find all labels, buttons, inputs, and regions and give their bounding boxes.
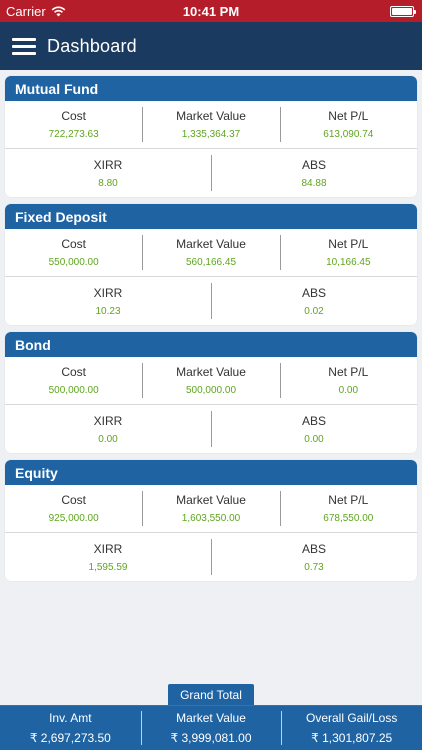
cost-cell: Cost 722,273.63 (5, 101, 142, 148)
section-title: Fixed Deposit (5, 204, 417, 229)
net-pl-label: Net P/L (328, 237, 369, 251)
market-value-cell: Market Value 1,335,364.37 (142, 101, 279, 148)
overall-gain-loss-cell: Overall Gail/Loss ₹ 1,301,807.25 (281, 706, 422, 750)
section-title: Mutual Fund (5, 76, 417, 101)
cost-cell: Cost 925,000.00 (5, 485, 142, 532)
net-pl-label: Net P/L (328, 365, 369, 379)
abs-cell: ABS 0.73 (211, 533, 417, 581)
grand-market-value-cell: Market Value ₹ 3,999,081.00 (140, 706, 282, 750)
grand-total-tab[interactable]: Grand Total (168, 684, 254, 705)
net-pl-cell: Net P/L 613,090.74 (279, 101, 417, 148)
market-value-value: 500,000.00 (185, 385, 237, 396)
abs-value: 84.88 (301, 177, 327, 189)
market-value-value: 560,166.45 (185, 257, 237, 268)
hamburger-menu-icon[interactable] (12, 37, 36, 55)
carrier-label: Carrier (6, 3, 46, 19)
xirr-label: XIRR (93, 157, 123, 172)
abs-cell: ABS 84.88 (211, 149, 417, 197)
cost-label: Cost (61, 365, 86, 379)
xirr-value: 0.00 (98, 433, 118, 445)
nav-bar: Dashboard (0, 22, 422, 70)
overall-gain-loss-value: ₹ 1,301,807.25 (311, 731, 393, 745)
section-title: Bond (5, 332, 417, 357)
net-pl-label: Net P/L (328, 493, 369, 507)
xirr-label: XIRR (93, 413, 123, 428)
section-card-equity[interactable]: Equity Cost 925,000.00 Market Value 1,60… (5, 460, 417, 581)
abs-value: 0.02 (304, 305, 324, 317)
market-value-cell: Market Value 1,603,550.00 (142, 485, 279, 532)
xirr-cell: XIRR 0.00 (5, 405, 211, 453)
cost-cell: Cost 550,000.00 (5, 229, 142, 276)
net-pl-value: 678,550.00 (323, 513, 374, 524)
xirr-cell: XIRR 8.80 (5, 149, 211, 197)
cost-value: 500,000.00 (48, 385, 99, 396)
cost-value: 925,000.00 (48, 513, 99, 524)
net-pl-value: 0.00 (338, 385, 359, 396)
grand-market-value-label: Market Value (176, 711, 246, 725)
cost-value: 550,000.00 (48, 257, 99, 268)
abs-label: ABS (301, 541, 326, 556)
xirr-label: XIRR (93, 541, 123, 556)
abs-cell: ABS 0.00 (211, 405, 417, 453)
battery-icon (390, 5, 416, 17)
grand-total-panel: Grand Total Inv. Amt ₹ 2,697,273.50 Mark… (0, 684, 422, 750)
market-value-label: Market Value (176, 237, 246, 251)
net-pl-cell: Net P/L 0.00 (279, 357, 417, 404)
xirr-label: XIRR (93, 285, 123, 300)
net-pl-value: 10,166.45 (326, 257, 371, 268)
cost-value: 722,273.63 (48, 129, 99, 140)
net-pl-cell: Net P/L 10,166.45 (279, 229, 417, 276)
xirr-value: 10.23 (95, 305, 121, 317)
net-pl-label: Net P/L (328, 109, 369, 123)
inv-amt-value: ₹ 2,697,273.50 (29, 731, 111, 745)
wifi-icon (51, 6, 66, 16)
xirr-value: 8.80 (98, 177, 118, 189)
abs-value: 0.73 (304, 561, 324, 573)
dashboard-content: Mutual Fund Cost 722,273.63 Market Value… (0, 70, 422, 581)
abs-label: ABS (301, 413, 326, 428)
market-value-cell: Market Value 560,166.45 (142, 229, 279, 276)
section-title: Equity (5, 460, 417, 485)
section-card-fixed-deposit[interactable]: Fixed Deposit Cost 550,000.00 Market Val… (5, 204, 417, 325)
market-value-value: 1,335,364.37 (181, 129, 241, 140)
xirr-cell: XIRR 10.23 (5, 277, 211, 325)
cost-label: Cost (61, 493, 86, 507)
market-value-label: Market Value (176, 493, 246, 507)
cost-label: Cost (61, 237, 86, 251)
cost-cell: Cost 500,000.00 (5, 357, 142, 404)
market-value-label: Market Value (176, 365, 246, 379)
abs-label: ABS (301, 157, 326, 172)
page-title: Dashboard (47, 35, 137, 56)
status-bar: Carrier 10:41 PM (0, 0, 422, 22)
inv-amt-label: Inv. Amt (49, 711, 92, 725)
market-value-label: Market Value (176, 109, 246, 123)
grand-total-bar: Inv. Amt ₹ 2,697,273.50 Market Value ₹ 3… (0, 705, 422, 750)
market-value-value: 1,603,550.00 (181, 513, 241, 524)
grand-market-value-value: ₹ 3,999,081.00 (170, 731, 252, 745)
net-pl-value: 613,090.74 (323, 129, 374, 140)
overall-gain-loss-label: Overall Gail/Loss (305, 711, 398, 725)
abs-label: ABS (301, 285, 326, 300)
status-left: Carrier (6, 4, 66, 19)
abs-cell: ABS 0.02 (211, 277, 417, 325)
section-card-mutual-fund[interactable]: Mutual Fund Cost 722,273.63 Market Value… (5, 76, 417, 197)
xirr-value: 1,595.59 (88, 561, 128, 573)
abs-value: 0.00 (304, 433, 324, 445)
cost-label: Cost (61, 109, 86, 123)
market-value-cell: Market Value 500,000.00 (142, 357, 279, 404)
inv-amt-cell: Inv. Amt ₹ 2,697,273.50 (0, 706, 141, 750)
xirr-cell: XIRR 1,595.59 (5, 533, 211, 581)
section-card-bond[interactable]: Bond Cost 500,000.00 Market Value 500,00… (5, 332, 417, 453)
net-pl-cell: Net P/L 678,550.00 (279, 485, 417, 532)
